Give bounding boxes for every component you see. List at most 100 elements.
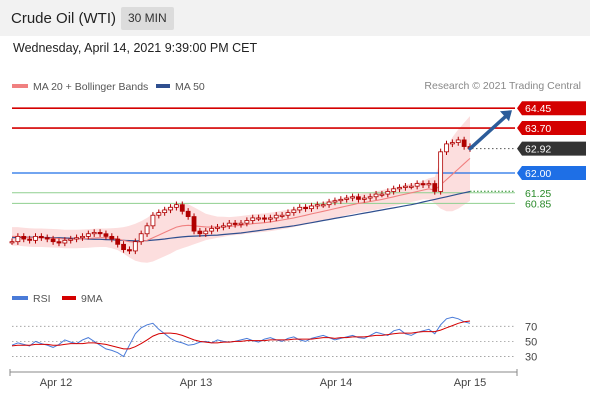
- candle-body: [309, 205, 314, 210]
- legend-ma50-swatch: [156, 84, 170, 88]
- candle-body: [262, 217, 267, 220]
- rsi-9ma-line: [11, 320, 471, 350]
- legend-ma20-label: MA 20 + Bollinger Bands: [33, 81, 148, 93]
- candle-body: [121, 243, 126, 251]
- candle-body: [326, 201, 332, 206]
- candle-body: [50, 238, 56, 243]
- candle-body: [408, 185, 414, 188]
- candle-body: [367, 196, 373, 199]
- support-label-4: 61.25: [525, 188, 551, 200]
- candle-body: [344, 197, 350, 200]
- bollinger-band: [12, 116, 470, 263]
- candle-body: [197, 230, 203, 235]
- candle-body: [291, 209, 297, 214]
- rsi-tick-70: 70: [525, 321, 537, 333]
- price-tag-2: [517, 141, 586, 156]
- candle-body: [33, 235, 38, 241]
- candle-body: [420, 183, 426, 186]
- price-tag-3: [517, 165, 586, 180]
- price-tag-label-2: 62.92: [525, 144, 551, 156]
- candle-body: [74, 237, 79, 240]
- candle-body: [38, 235, 44, 239]
- candle-body: [244, 220, 250, 224]
- candle-body: [332, 200, 338, 203]
- rsi-tick-50: 50: [525, 336, 537, 348]
- candle-body: [461, 139, 467, 147]
- candle-body: [232, 222, 238, 225]
- candle-body: [209, 228, 215, 232]
- candle-body: [215, 226, 220, 229]
- candle-body: [438, 151, 444, 192]
- candle-body: [27, 238, 33, 241]
- candle-body: [250, 217, 256, 221]
- candle-body: [56, 241, 62, 244]
- timeframe-badge[interactable]: 30 MIN: [121, 7, 174, 30]
- x-tick-1: Apr 13: [180, 377, 212, 389]
- candles-group: [9, 136, 473, 255]
- candle-body: [385, 191, 391, 195]
- candle-body: [9, 241, 15, 244]
- legend-rsi-label: RSI: [33, 293, 51, 305]
- chart-datetime: Wednesday, April 14, 2021 9:39:00 PM CET: [13, 41, 258, 55]
- projection-arrowhead: [500, 110, 512, 122]
- candle-body: [174, 204, 179, 208]
- projection-arrow-shaft: [468, 113, 509, 151]
- price-tag-label-0: 64.45: [525, 103, 551, 115]
- candle-body: [127, 249, 132, 252]
- candle-body: [226, 222, 232, 227]
- candle-body: [203, 230, 209, 235]
- price-tag-label-1: 63.70: [525, 123, 551, 135]
- candle-body: [144, 225, 150, 235]
- candle-body: [320, 204, 326, 207]
- support-label-5: 60.85: [525, 198, 551, 210]
- candle-body: [185, 210, 191, 217]
- candle-body: [91, 232, 97, 235]
- candle-body: [162, 209, 168, 214]
- legend-9ma-swatch: [62, 296, 76, 300]
- candle-body: [132, 241, 138, 252]
- header-bar: Crude Oil (WTI) 30 MIN: [0, 0, 590, 36]
- candle-body: [426, 183, 432, 186]
- candle-body: [279, 214, 285, 217]
- candle-body: [15, 235, 21, 243]
- x-tick-3: Apr 15: [454, 377, 486, 389]
- x-tick-2: Apr 14: [320, 377, 352, 389]
- candle-body: [62, 239, 68, 244]
- candle-body: [303, 206, 308, 210]
- candle-body: [361, 197, 367, 200]
- candle-body: [68, 238, 74, 241]
- rsi-tick-30: 30: [525, 351, 537, 363]
- x-tick-0: Apr 12: [40, 377, 72, 389]
- candle-body: [168, 206, 173, 211]
- candle-body: [44, 237, 50, 240]
- candle-body: [220, 225, 226, 228]
- candle-body: [97, 232, 103, 235]
- candle-body: [109, 235, 115, 240]
- legend-ma20-swatch: [12, 84, 28, 88]
- candle-body: [297, 206, 303, 211]
- candle-body: [338, 198, 344, 202]
- instrument-title: Crude Oil (WTI): [11, 10, 116, 27]
- candle-body: [150, 214, 156, 227]
- candle-body: [179, 204, 185, 212]
- candle-body: [444, 143, 449, 153]
- legend-ma50-label: MA 50: [175, 81, 205, 93]
- candle-body: [80, 235, 85, 239]
- candle-body: [115, 238, 121, 245]
- candle-body: [373, 193, 379, 198]
- price-tag-label-3: 62.00: [525, 168, 551, 180]
- candle-body: [238, 222, 244, 225]
- copyright-text: Research © 2021 Trading Central: [424, 80, 581, 92]
- candle-body: [267, 217, 273, 220]
- candle-body: [449, 142, 455, 145]
- candle-body: [273, 214, 279, 219]
- candle-body: [138, 233, 144, 243]
- candle-body: [432, 183, 438, 192]
- candle-body: [414, 183, 420, 187]
- candle-body: [103, 233, 109, 237]
- price-tag-0: [517, 101, 586, 116]
- candle-body: [85, 233, 91, 237]
- candle-body: [314, 204, 320, 207]
